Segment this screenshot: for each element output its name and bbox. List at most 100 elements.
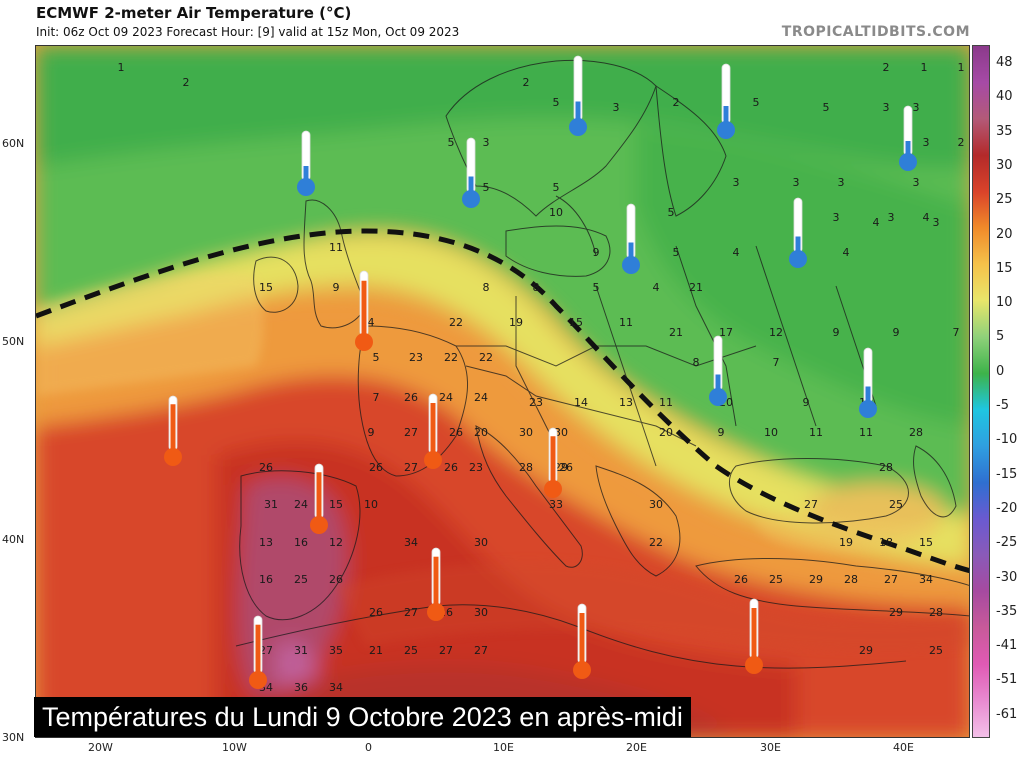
temperature-value: 4	[873, 216, 880, 229]
colorbar-tick-label: 40	[996, 89, 1013, 105]
temperature-value: 5	[483, 181, 490, 194]
lon-label: 20W	[88, 741, 113, 754]
temperature-value: 15	[919, 536, 933, 549]
temperature-value: 19	[839, 536, 853, 549]
lon-label: 30E	[760, 741, 781, 754]
lon-label: 0	[365, 741, 372, 754]
temperature-value: 23	[469, 461, 483, 474]
temperature-value: 28	[909, 426, 923, 439]
lon-label: 40E	[893, 741, 914, 754]
hot-thermometer-icon	[355, 270, 373, 351]
temperature-value: 27	[404, 461, 418, 474]
temperature-value: 29	[809, 573, 823, 586]
temperature-value: 2	[183, 76, 190, 89]
temperature-value: 25	[929, 644, 943, 657]
colorbar-tick-label: -61	[996, 706, 1018, 722]
temperature-value: 23	[529, 396, 543, 409]
temperature-value: 3	[793, 176, 800, 189]
temperature-value: 13	[619, 396, 633, 409]
temperature-value: 26	[329, 573, 343, 586]
colorbar-tick-label: -10	[996, 432, 1018, 448]
hot-thermometer-icon	[164, 395, 182, 466]
colorbar-tick-label: -35	[996, 603, 1018, 619]
temperature-value: 23	[409, 351, 423, 364]
temperature-value: 1	[958, 61, 965, 74]
temperature-values: 1211225325533325333355343105334119544415…	[118, 61, 965, 694]
colorbar	[972, 45, 990, 738]
hot-thermometer-icon	[573, 603, 591, 679]
temperature-value: 24	[439, 391, 453, 404]
temperature-value: 3	[733, 176, 740, 189]
temperature-value: 9	[833, 326, 840, 339]
temperature-value: 27	[884, 573, 898, 586]
lon-label: 10E	[493, 741, 514, 754]
temperature-map: 1211225325533325333355343105334119544415…	[35, 45, 970, 738]
temperature-value: 3	[933, 216, 940, 229]
lat-label: 40N	[2, 533, 25, 546]
temperature-value: 9	[593, 246, 600, 259]
temperature-value: 28	[879, 461, 893, 474]
temperature-value: 11	[809, 426, 823, 439]
temperature-value: 11	[859, 426, 873, 439]
colorbar-tick-label: 10	[996, 295, 1013, 311]
temperature-value: 24	[294, 498, 308, 511]
colorbar-tick-label: -15	[996, 466, 1018, 482]
temperature-value: 5	[753, 96, 760, 109]
colorbar-tick-label: -41	[996, 638, 1018, 654]
temperature-value: 5	[668, 206, 675, 219]
temperature-value: 25	[294, 573, 308, 586]
temperature-value: 19	[509, 316, 523, 329]
temperature-value: 35	[329, 644, 343, 657]
temperature-value: 26	[559, 461, 573, 474]
brand-watermark: TROPICALTIDBITS.COM	[781, 24, 970, 40]
temperature-value: 3	[838, 176, 845, 189]
temperature-value: 5	[593, 281, 600, 294]
cold-thermometer-icon	[899, 105, 917, 171]
temperature-value: 10	[764, 426, 778, 439]
colorbar-tick-label: 48	[996, 55, 1013, 70]
lat-label: 30N	[2, 731, 25, 744]
temperature-value: 2	[883, 61, 890, 74]
temperature-value: 5	[448, 136, 455, 149]
temperature-value: 28	[519, 461, 533, 474]
temperature-value: 15	[329, 498, 343, 511]
temperature-value: 7	[373, 391, 380, 404]
temperature-value: 27	[404, 606, 418, 619]
temperature-value: 5	[373, 351, 380, 364]
temperature-value: 29	[859, 644, 873, 657]
cold-thermometer-icon	[717, 63, 735, 139]
chart-title: ECMWF 2-meter Air Temperature (°C)	[36, 4, 352, 22]
temperature-value: 27	[404, 426, 418, 439]
temperature-value: 16	[259, 573, 273, 586]
cold-thermometer-icon	[859, 347, 877, 418]
temperature-value: 26	[404, 391, 418, 404]
temperature-value: 21	[369, 644, 383, 657]
temperature-value: 3	[913, 176, 920, 189]
cold-thermometer-icon	[789, 197, 807, 268]
temperature-value: 11	[659, 396, 673, 409]
hot-thermometer-icon	[310, 463, 328, 534]
cold-thermometer-icon	[297, 130, 315, 196]
temperature-value: 25	[889, 498, 903, 511]
temperature-value: 22	[444, 351, 458, 364]
temperature-value: 21	[669, 326, 683, 339]
temperature-value: 9	[333, 281, 340, 294]
temperature-value: 27	[439, 644, 453, 657]
lat-label: 60N	[2, 137, 25, 150]
temperature-value: 30	[474, 536, 488, 549]
temperature-value: 26	[259, 461, 273, 474]
temperature-value: 27	[259, 644, 273, 657]
temperature-value: 25	[404, 644, 418, 657]
temperature-value: 3	[483, 136, 490, 149]
cold-thermometer-icon	[709, 335, 727, 406]
colorbar-tick-label: 35	[996, 123, 1013, 139]
thermometer-markers	[164, 55, 917, 689]
temperature-value: 29	[554, 461, 568, 474]
temperature-value: 13	[259, 536, 273, 549]
colorbar-tick-label: 20	[996, 226, 1013, 242]
temperature-value: 18	[879, 536, 893, 549]
temperature-value: 26	[444, 461, 458, 474]
temperature-value: 7	[773, 356, 780, 369]
dashed-boundary-line	[36, 228, 969, 574]
temperature-value: 5	[673, 246, 680, 259]
